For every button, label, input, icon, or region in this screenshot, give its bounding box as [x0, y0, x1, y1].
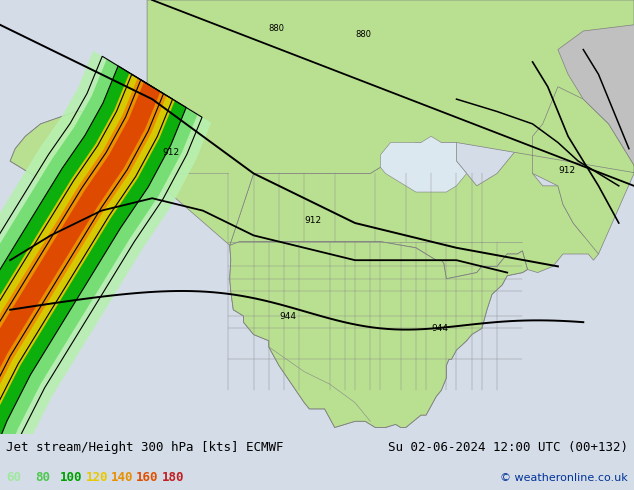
- Polygon shape: [10, 112, 147, 198]
- Polygon shape: [0, 78, 167, 442]
- Polygon shape: [0, 82, 160, 439]
- Polygon shape: [558, 25, 634, 173]
- Polygon shape: [380, 136, 467, 192]
- Polygon shape: [0, 66, 186, 454]
- Text: 880: 880: [269, 24, 285, 33]
- Text: 180: 180: [162, 471, 184, 484]
- Text: 912: 912: [558, 167, 575, 175]
- Text: 100: 100: [60, 471, 82, 484]
- Text: 80: 80: [35, 471, 50, 484]
- Polygon shape: [230, 136, 598, 279]
- Text: 120: 120: [86, 471, 108, 484]
- Text: 944: 944: [279, 312, 296, 321]
- Polygon shape: [0, 59, 198, 462]
- Polygon shape: [230, 242, 527, 427]
- Text: Jet stream/Height 300 hPa [kts] ECMWF: Jet stream/Height 300 hPa [kts] ECMWF: [6, 441, 284, 454]
- Polygon shape: [230, 242, 527, 427]
- Text: © weatheronline.co.uk: © weatheronline.co.uk: [500, 472, 628, 483]
- Polygon shape: [147, 0, 634, 254]
- Text: Su 02-06-2024 12:00 UTC (00+132): Su 02-06-2024 12:00 UTC (00+132): [387, 441, 628, 454]
- Polygon shape: [0, 73, 175, 447]
- Text: 880: 880: [355, 30, 371, 39]
- Text: 944: 944: [431, 324, 448, 333]
- Text: 912: 912: [162, 148, 179, 157]
- Text: 140: 140: [111, 471, 133, 484]
- Text: 60: 60: [6, 471, 22, 484]
- Polygon shape: [10, 112, 147, 198]
- Text: 160: 160: [136, 471, 158, 484]
- Polygon shape: [0, 50, 211, 470]
- Text: 912: 912: [304, 216, 321, 225]
